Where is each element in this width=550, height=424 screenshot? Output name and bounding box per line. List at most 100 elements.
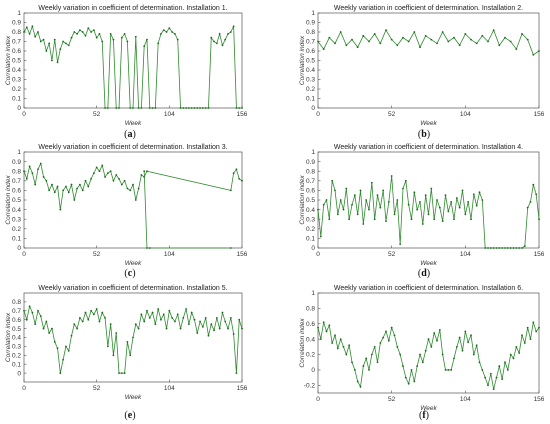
- data-point: [182, 107, 185, 109]
- data-point: [160, 33, 162, 35]
- data-point: [51, 327, 53, 330]
- y-tick-label: 0.1: [12, 361, 21, 368]
- data-point: [109, 170, 112, 173]
- data-point: [447, 369, 450, 371]
- y-axis-label: Correlation index: [299, 318, 306, 368]
- y-axis-label: Correlation index: [299, 35, 306, 85]
- data-point: [132, 183, 134, 186]
- data-point: [475, 204, 478, 207]
- data-point: [95, 166, 98, 169]
- series-line: [143, 171, 231, 249]
- data-point: [365, 199, 368, 201]
- data-point: [241, 327, 243, 330]
- y-tick-label: 0.6: [306, 48, 315, 55]
- data-point: [498, 365, 501, 367]
- data-point: [238, 107, 241, 109]
- data-point: [148, 107, 151, 109]
- data-point: [81, 189, 84, 192]
- data-point: [31, 311, 34, 314]
- data-point: [538, 50, 540, 52]
- data-point: [512, 247, 515, 249]
- data-point: [399, 353, 402, 356]
- y-axis-label: Correlation index: [5, 175, 12, 225]
- data-point: [387, 201, 390, 203]
- data-point: [190, 107, 193, 109]
- data-point: [532, 321, 535, 324]
- data-point: [187, 107, 190, 109]
- data-point: [143, 170, 146, 173]
- data-point: [362, 223, 365, 225]
- data-point: [118, 372, 120, 374]
- data-point: [23, 31, 25, 33]
- data-point: [215, 317, 218, 319]
- data-point: [535, 193, 538, 196]
- data-point: [455, 197, 458, 199]
- data-point: [106, 107, 109, 109]
- data-point: [193, 318, 196, 321]
- data-point: [193, 107, 196, 109]
- data-point: [179, 107, 182, 109]
- data-point: [134, 35, 137, 38]
- data-point: [120, 36, 123, 39]
- y-tick-label: 0.5: [12, 326, 21, 333]
- y-tick-label: 0.7: [12, 39, 21, 46]
- data-point: [317, 40, 319, 43]
- data-point: [123, 179, 126, 182]
- series-line: [317, 29, 540, 56]
- data-point: [229, 317, 232, 319]
- data-point: [137, 327, 140, 330]
- data-point: [65, 345, 67, 348]
- data-point: [515, 48, 518, 50]
- data-point: [373, 33, 376, 35]
- y-tick-label: 0.6: [12, 188, 21, 195]
- data-point: [160, 318, 162, 321]
- x-axis-label: Week: [420, 120, 437, 127]
- data-point: [351, 203, 353, 206]
- data-point: [379, 42, 382, 45]
- x-tick-label: 156: [534, 111, 545, 118]
- y-tick-label: 0.3: [306, 216, 315, 223]
- data-point: [342, 345, 345, 348]
- x-tick-label: 0: [22, 111, 26, 118]
- data-point: [390, 175, 393, 177]
- data-point: [59, 48, 62, 50]
- data-point: [334, 42, 336, 45]
- data-point: [59, 372, 62, 374]
- x-tick-label: 104: [164, 385, 175, 392]
- y-tick-label: 0.2: [306, 352, 315, 359]
- data-point: [413, 191, 416, 194]
- data-point: [229, 31, 232, 33]
- data-point: [481, 199, 484, 201]
- data-point: [464, 330, 467, 333]
- data-point: [447, 210, 450, 213]
- data-point: [396, 44, 399, 47]
- y-tick-label: 0: [17, 105, 21, 112]
- data-point: [351, 38, 353, 41]
- panel-label: (d): [418, 268, 430, 279]
- data-point: [498, 247, 501, 249]
- data-point: [373, 345, 376, 348]
- data-point: [382, 336, 385, 339]
- data-point: [238, 177, 241, 180]
- data-point: [232, 25, 235, 28]
- data-point: [430, 345, 433, 348]
- data-point: [421, 361, 424, 364]
- data-point: [339, 31, 342, 33]
- y-tick-label: 0.7: [12, 178, 21, 185]
- data-point: [146, 170, 148, 173]
- data-point: [455, 345, 458, 348]
- data-point: [28, 33, 31, 35]
- x-tick-label: 52: [93, 385, 101, 392]
- data-point: [368, 208, 370, 211]
- y-tick-label: 1: [311, 149, 315, 156]
- data-point: [336, 213, 339, 216]
- data-point: [453, 357, 455, 360]
- data-point: [65, 185, 67, 188]
- data-point: [179, 327, 182, 330]
- data-point: [407, 382, 410, 385]
- data-point: [319, 338, 322, 341]
- data-point: [56, 61, 59, 64]
- data-point: [34, 183, 37, 186]
- y-tick-label: 0.6: [306, 321, 315, 328]
- data-point: [470, 334, 472, 337]
